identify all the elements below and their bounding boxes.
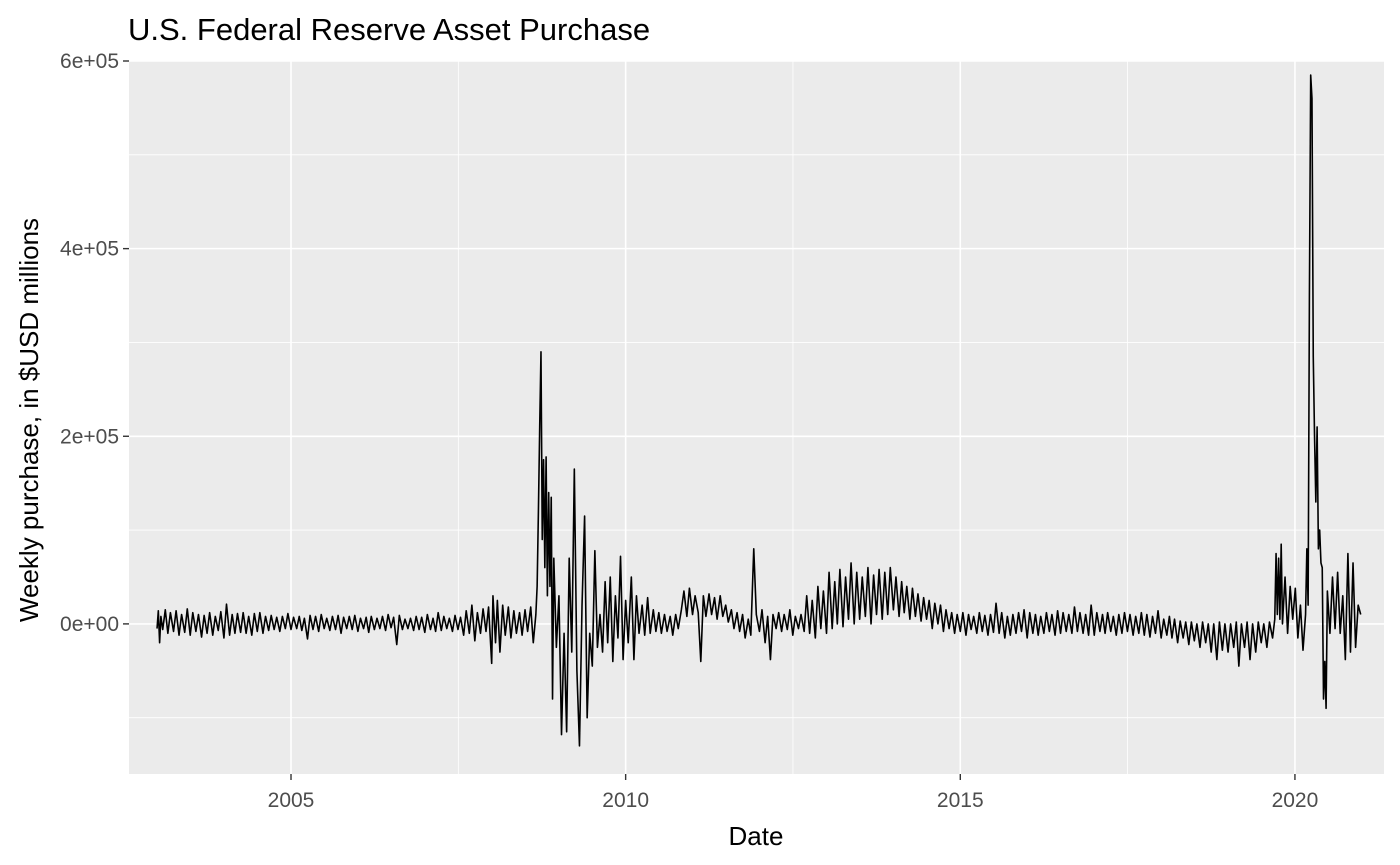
y-axis: 0e+00 2e+05 4e+05 6e+05 bbox=[60, 50, 129, 636]
x-axis-title: Date bbox=[729, 821, 784, 851]
y-tick-label: 6e+05 bbox=[60, 50, 119, 73]
plot-panel bbox=[129, 61, 1384, 774]
y-tick-label: 2e+05 bbox=[60, 425, 119, 448]
minor-gridlines bbox=[129, 61, 1384, 774]
chart-title: U.S. Federal Reserve Asset Purchase bbox=[128, 12, 650, 47]
y-tick-label: 4e+05 bbox=[60, 238, 119, 261]
x-tick-label: 2010 bbox=[602, 789, 649, 812]
x-tick-label: 2020 bbox=[1272, 789, 1319, 812]
y-axis-title: Weekly purchase, in $USD millions bbox=[14, 218, 44, 622]
series-line bbox=[156, 74, 1362, 747]
x-tick-label: 2015 bbox=[937, 789, 984, 812]
x-tick-label: 2005 bbox=[268, 789, 315, 812]
x-axis: 2005 2010 2015 2020 bbox=[268, 774, 1319, 812]
y-tick-label: 0e+00 bbox=[60, 613, 119, 636]
major-gridlines bbox=[129, 60, 1384, 774]
